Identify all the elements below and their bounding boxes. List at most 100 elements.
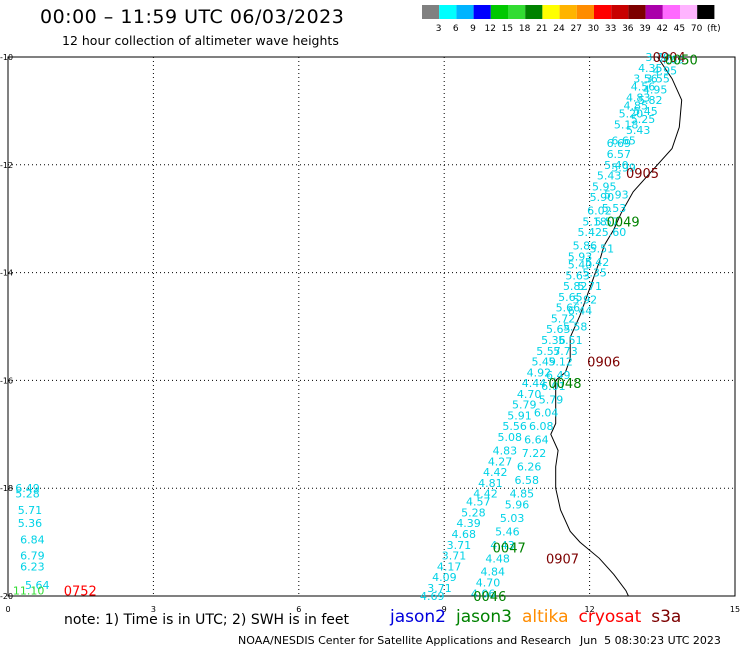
colorbar-label: 70 <box>691 24 703 34</box>
colorbar-swatch <box>525 5 543 19</box>
wave-height-label: 4.42 <box>473 488 498 501</box>
wave-height-label: 6.26 <box>517 461 542 474</box>
colorbar-label: 36 <box>622 24 634 34</box>
wave-height-label: 4.85 <box>510 488 535 501</box>
wave-height-label: 5.40 <box>604 159 629 172</box>
wave-height-label: 4.81 <box>478 477 503 490</box>
wave-height-label: 5.95 <box>592 180 617 193</box>
wave-height-label: 5.96 <box>505 498 530 511</box>
wave-height-label: 4.69 <box>420 590 445 603</box>
x-tick-label: 15 <box>730 605 740 614</box>
wave-height-label: 5.45 <box>633 105 658 118</box>
colorbar-swatch <box>542 5 560 19</box>
wave-height-label: 5.66 <box>556 302 581 315</box>
colorbar-swatch <box>628 5 646 19</box>
wave-height-label: 6.44 <box>568 304 593 317</box>
wave-height-label: 4.70 <box>517 388 542 401</box>
wave-height-label: 4.92 <box>527 366 552 379</box>
footer-note: note: 1) Time is in UTC; 2) SWH is in fe… <box>64 612 350 628</box>
x-tick-label: 9 <box>442 605 447 614</box>
wave-height-label: 5.57 <box>594 215 619 228</box>
wave-height-label: 5.65 <box>558 291 583 304</box>
colorbar-label: 9 <box>470 24 476 34</box>
wave-height-label: 5.99 <box>611 161 636 174</box>
wave-height-label: 5.46 <box>495 525 519 538</box>
wave-height-label: 3.56 <box>633 73 658 86</box>
wave-height-label: 5.28 <box>15 488 40 501</box>
wave-height-label: 5.42 <box>577 226 602 239</box>
wave-height-label: 4.84 <box>481 566 506 579</box>
wave-height-label: 5.12 <box>548 356 573 369</box>
pass-time-label: 0048 <box>548 377 581 392</box>
wave-height-label: 3.71 <box>427 582 452 595</box>
wave-height-label: 5.92 <box>573 294 598 307</box>
wave-height-label: 6.49 <box>15 482 40 495</box>
pass-time-label: 0905 <box>626 167 659 182</box>
y-tick-label: -10 <box>0 53 13 62</box>
wave-height-label: 5.43 <box>626 124 651 137</box>
wave-height-label: 5.40 <box>568 259 593 272</box>
pass-time-label: 0906 <box>587 356 620 371</box>
colorbar-label: 30 <box>588 24 600 34</box>
wave-height-label: 6.57 <box>607 148 632 161</box>
generated-timestamp: Jun 5 08:30:23 UTC 2023 <box>580 634 721 647</box>
wave-height-label: 4.56 <box>631 81 656 94</box>
wave-height-label: 5.25 <box>631 113 656 126</box>
wave-height-label: 4.09 <box>432 571 457 584</box>
colorbar-swatch <box>508 5 526 19</box>
wave-height-label: 3.71 <box>447 539 472 552</box>
wave-height-label: 4.57 <box>466 496 491 509</box>
colorbar-label: 24 <box>553 24 565 34</box>
pass-time-label: 0047 <box>493 541 526 556</box>
colorbar-label: 42 <box>656 24 667 34</box>
x-tick-label: 0 <box>5 605 10 614</box>
wave-height-label: 4.06 <box>471 587 496 600</box>
wave-height-label: 5.79 <box>512 399 537 412</box>
wave-height-label: 6.64 <box>524 434 549 447</box>
pass-time-label: 0904 <box>653 51 686 66</box>
wave-height-label: 6.23 <box>20 560 45 573</box>
satellite-legend: jason2 jason3 altika cryosat s3a <box>390 607 691 627</box>
y-tick-label: -14 <box>0 269 13 278</box>
wave-height-label: 5.51 <box>558 334 583 347</box>
wave-height-label: 5.91 <box>507 409 532 422</box>
wave-height-label: 5.08 <box>498 431 522 444</box>
color-scale-bar: 3 6 9 12 15 18 21 24 27 30 33 36 39 42 45 70 (ft) <box>422 5 721 34</box>
colorbar-swatch <box>680 5 698 19</box>
wave-height-label: 3.70 <box>645 51 670 64</box>
wave-height-label: 5.49 <box>531 356 556 369</box>
colorbar-label: 39 <box>639 24 651 34</box>
pass-time-label: 0050 <box>665 54 698 69</box>
colorbar-swatch <box>490 5 508 19</box>
wave-height-label: 5.20 <box>619 108 644 121</box>
wave-height-label: 4.27 <box>488 455 513 468</box>
wave-height-label: 4.85 <box>624 100 649 113</box>
x-tick-label: 12 <box>585 605 595 614</box>
wave-height-label: 7.22 <box>522 447 547 460</box>
wave-height-label: 4.70 <box>476 577 501 590</box>
wave-height-label: 5.71 <box>577 280 602 293</box>
wave-height-label: 5.64 <box>25 579 50 592</box>
colorbar-label: 15 <box>502 24 513 34</box>
x-tick-label: 6 <box>296 605 301 614</box>
colorbar-label: 27 <box>570 24 581 34</box>
wave-height-label: 4.44 <box>522 377 547 390</box>
wave-height-label: 4.83 <box>626 91 651 104</box>
colorbar-label: 3 <box>436 24 442 34</box>
chart-title: 00:00 – 11:59 UTC 06/03/2023 <box>40 6 345 28</box>
wave-height-label: 5.53 <box>602 202 627 215</box>
wave-height-label: 4.95 <box>653 64 678 77</box>
colorbar-label: 18 <box>519 24 531 34</box>
colorbar-label: 33 <box>605 24 616 34</box>
x-tick-label: 3 <box>151 605 156 614</box>
wave-height-label: 5.36 <box>18 517 43 530</box>
wave-height-label: 5.82 <box>638 94 663 107</box>
legend-jason2: jason2 <box>390 607 446 627</box>
wave-height-label: 6.69 <box>607 137 632 150</box>
pass-time-label: 0907 <box>546 552 579 567</box>
colorbar-swatch <box>422 5 440 19</box>
wave-height-label: 5.73 <box>553 345 578 358</box>
wave-height-label: 5.65 <box>546 323 571 336</box>
wave-height-label: 6.02 <box>587 205 612 218</box>
wave-height-label: 5.93 <box>604 188 629 201</box>
